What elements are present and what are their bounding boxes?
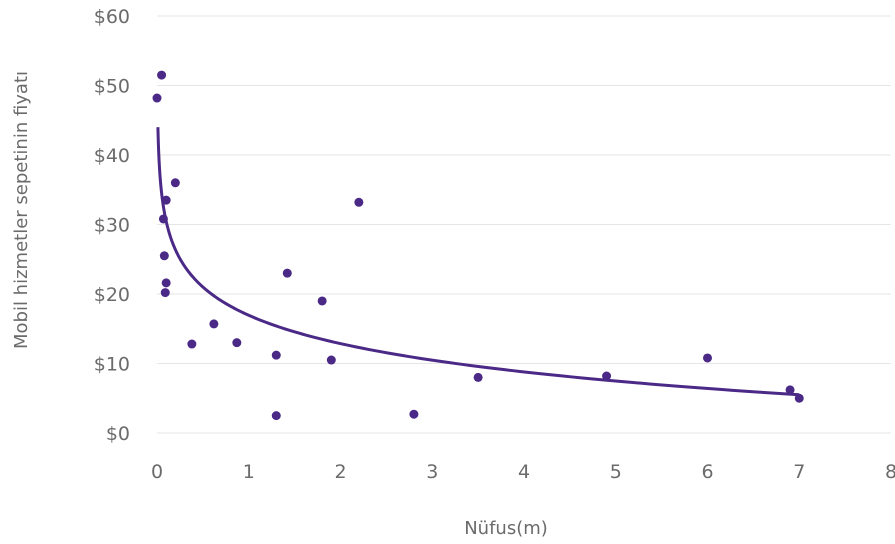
data-point xyxy=(282,268,292,278)
data-point xyxy=(271,411,281,421)
y-tick-label: $0 xyxy=(106,423,130,445)
x-tick-label: 4 xyxy=(518,461,530,483)
data-point xyxy=(602,371,612,381)
x-tick-label: 2 xyxy=(334,461,346,483)
trendline xyxy=(156,127,800,397)
data-point xyxy=(473,372,483,382)
gridlines xyxy=(157,15,891,434)
data-point xyxy=(232,338,242,348)
data-point xyxy=(159,251,169,261)
data-point xyxy=(317,296,327,306)
x-tick-label: 7 xyxy=(793,461,805,483)
data-point xyxy=(326,355,336,365)
y-axis-title: Mobil hizmetler sepetinin fiyatı xyxy=(11,71,32,349)
data-point xyxy=(161,278,171,288)
y-tick-label: $10 xyxy=(94,354,130,376)
data-point xyxy=(187,339,197,349)
data-point xyxy=(160,288,170,298)
data-point xyxy=(158,214,168,224)
data-point xyxy=(152,93,162,103)
x-tick-label: 8 xyxy=(885,461,895,483)
trendline-layer xyxy=(156,127,800,397)
y-tick-label: $20 xyxy=(94,284,130,306)
x-tick-label: 6 xyxy=(701,461,713,483)
x-tick-label: 3 xyxy=(426,461,438,483)
data-point xyxy=(409,409,419,419)
x-tick-label: 0 xyxy=(151,461,163,483)
y-tick-label: $30 xyxy=(94,215,130,237)
data-points xyxy=(152,70,804,421)
x-axis-ticks: 0 1 2 3 4 5 6 7 8 xyxy=(151,461,895,483)
y-tick-label: $40 xyxy=(94,145,130,167)
data-point xyxy=(354,197,364,207)
data-point xyxy=(794,393,804,403)
y-tick-label: $50 xyxy=(94,76,130,98)
data-point xyxy=(170,178,180,188)
data-point xyxy=(157,70,167,80)
data-point xyxy=(209,319,219,329)
data-point xyxy=(785,385,795,395)
y-tick-label: $60 xyxy=(94,6,130,28)
data-point xyxy=(703,353,712,363)
x-tick-label: 1 xyxy=(243,461,255,483)
x-tick-label: 5 xyxy=(610,461,622,483)
y-axis-ticks: $0 $10 $20 $30 $40 $50 $60 xyxy=(94,6,130,445)
data-point xyxy=(161,195,171,205)
data-point xyxy=(271,350,281,360)
x-axis-title: Nüfus(m) xyxy=(464,518,548,539)
